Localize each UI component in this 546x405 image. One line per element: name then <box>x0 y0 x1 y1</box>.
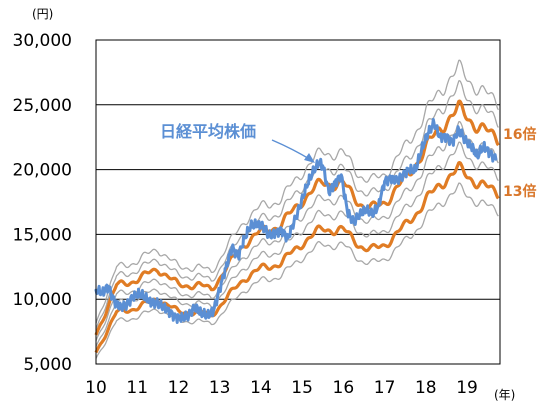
gridlines <box>96 104 500 300</box>
pe-band-13x <box>94 161 500 354</box>
x-tick-label: 17 <box>374 378 396 398</box>
x-tick-label: 10 <box>85 378 107 398</box>
pe-band-12x <box>95 182 499 359</box>
y-tick-label: 20,000 <box>13 161 72 181</box>
y-axis: 5,000 10,000 15,000 20,000 25,000 30,000 <box>13 31 72 375</box>
plot-area-border <box>95 39 501 365</box>
annotation-arrow <box>271 139 312 161</box>
x-tick-label: 14 <box>250 378 272 398</box>
y-tick-label: 10,000 <box>13 290 72 310</box>
series-group <box>94 117 498 324</box>
band-label-16x: 16倍 <box>503 126 536 143</box>
x-tick-label: 12 <box>168 378 190 398</box>
nikkei-annotation: 日経平均株価 <box>160 122 315 163</box>
y-tick-label: 25,000 <box>13 96 72 116</box>
x-tick-label: 11 <box>126 378 148 398</box>
x-tick-label: 19 <box>456 378 478 398</box>
x-tick-label: 13 <box>209 378 231 398</box>
y-tick-label: 5,000 <box>23 355 72 375</box>
band-label-13x: 13倍 <box>503 183 536 200</box>
pe-band-15x <box>95 120 499 342</box>
pe-bands <box>94 59 500 359</box>
pe-band-14x <box>95 141 499 347</box>
pe-band-18x <box>95 59 499 324</box>
y-unit-label: (円) <box>32 7 53 21</box>
y-tick-label: 15,000 <box>13 225 72 245</box>
pe-band-17x <box>95 80 499 330</box>
x-tick-label: 16 <box>333 378 355 398</box>
nikkei-label: 日経平均株価 <box>160 122 256 141</box>
x-tick-label: 18 <box>415 378 437 398</box>
y-tick-label: 30,000 <box>13 31 72 51</box>
x-unit-label: (年) <box>494 388 515 402</box>
x-axis: 10 11 12 13 14 15 16 17 18 19 <box>85 378 478 398</box>
x-tick-label: 15 <box>291 378 313 398</box>
annotation-arrowhead <box>304 153 315 163</box>
series-nikkei-line <box>94 117 498 324</box>
plot-frame <box>95 39 501 365</box>
